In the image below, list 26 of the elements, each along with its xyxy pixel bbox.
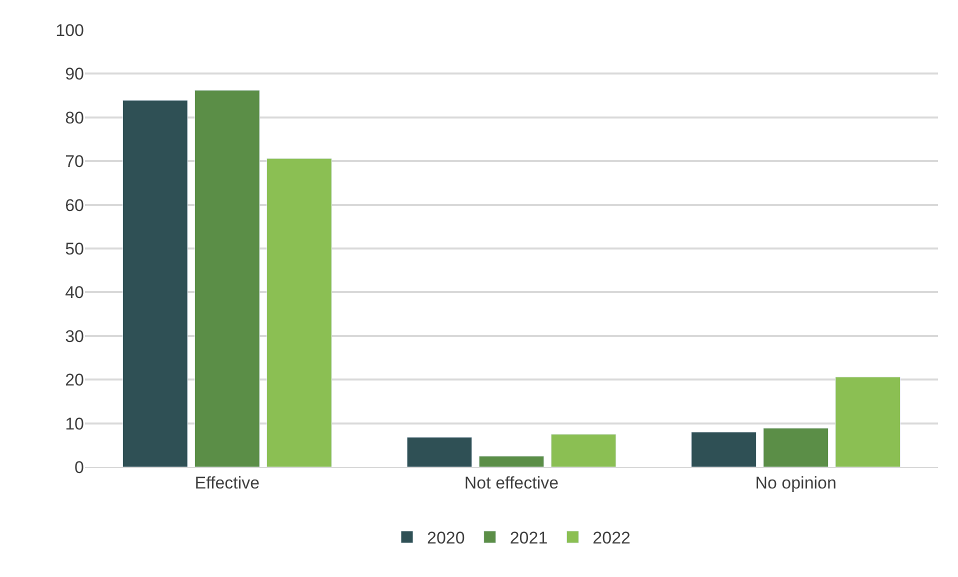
y-tick-label: 30 (65, 326, 84, 346)
y-tick-label: 20 (65, 370, 84, 390)
y-tick-label: 70 (65, 152, 84, 172)
x-tick-label: Effective (194, 473, 260, 492)
y-tick-label: 40 (65, 283, 84, 302)
y-tick-label: 0 (74, 458, 84, 477)
legend-label: 2022 (592, 528, 630, 548)
bar (478, 456, 544, 467)
y-tick-label: 80 (65, 108, 84, 128)
bar (763, 428, 828, 467)
bar (406, 437, 472, 467)
bar (835, 376, 901, 467)
y-tick-label: 50 (65, 239, 84, 258)
bar (194, 90, 260, 467)
y-tick-label: 60 (65, 196, 84, 215)
bar (550, 434, 616, 467)
y-tick-label: 100 (56, 20, 84, 40)
legend-label: 2020 (427, 528, 465, 548)
bar (122, 100, 188, 467)
y-tick-label: 10 (65, 414, 84, 434)
bar (691, 432, 756, 467)
y-tick-label: 90 (65, 64, 84, 84)
bar (266, 158, 332, 467)
x-tick-label: No opinion (755, 473, 836, 492)
x-tick-label: Not effective (464, 473, 559, 492)
legend-label: 2021 (510, 528, 548, 548)
